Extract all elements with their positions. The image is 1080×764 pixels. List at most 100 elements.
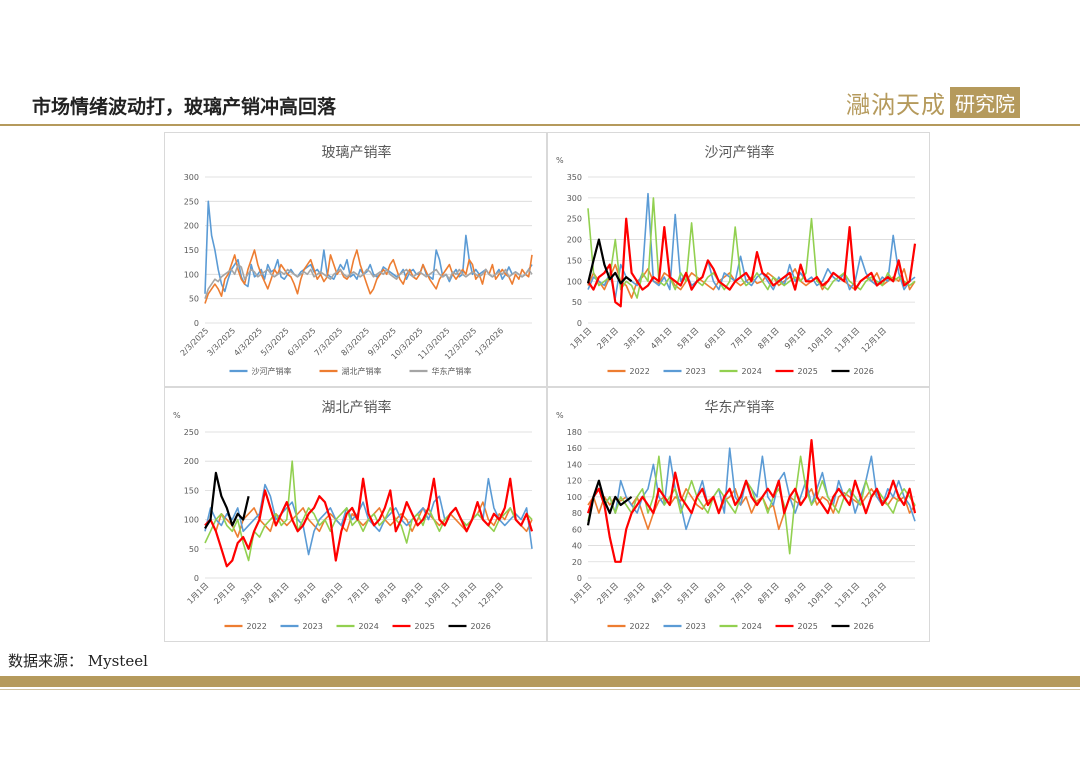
y-tick-label: 180 xyxy=(567,428,582,437)
x-tick-label: 2月1日 xyxy=(595,581,620,606)
legend-label: 2024 xyxy=(742,367,762,376)
legend-label: 2026 xyxy=(471,622,491,631)
series-line-2025 xyxy=(587,217,917,308)
x-tick-label: 7月1日 xyxy=(729,581,754,606)
y-tick-label: 150 xyxy=(567,256,582,265)
y-tick-label: 80 xyxy=(572,509,582,518)
legend-label: 2023 xyxy=(303,622,323,631)
y-tick-label: 350 xyxy=(567,173,582,182)
y-tick-label: 120 xyxy=(567,477,582,486)
legend-label: 华东产销率 xyxy=(432,366,472,376)
y-tick-label: 0 xyxy=(194,574,199,583)
legend-label: 沙河产销率 xyxy=(252,366,292,376)
chart-title: 华东产销率 xyxy=(705,399,775,416)
series-line-2024 xyxy=(587,455,916,555)
x-tick-label: 4月1日 xyxy=(649,326,674,351)
chart-svg: 沙河产销率% 0 50 100 150 200 250 300 350 1月1日 2月1日 3月1日 4… xyxy=(556,144,917,376)
y-tick-label: 150 xyxy=(184,486,199,495)
x-tick-label: 6月1日 xyxy=(320,581,345,606)
x-tick-label: 7月1日 xyxy=(729,326,754,351)
footer-bar xyxy=(0,676,1080,687)
legend-label: 2024 xyxy=(359,622,379,631)
y-tick-label: 50 xyxy=(572,298,582,307)
x-tick-label: 1月1日 xyxy=(569,326,594,351)
x-tick-label: 8月1日 xyxy=(373,581,398,606)
y-tick-label: 200 xyxy=(184,457,199,466)
x-tick-label: 5月1日 xyxy=(676,326,701,351)
chart-panel-huadong: 华东产销率% 0 20 40 60 80 100 120 140 160 180 1月1日 2月1日 3月… xyxy=(547,387,930,642)
y-tick-label: 160 xyxy=(567,444,582,453)
x-tick-label: 2月1日 xyxy=(595,326,620,351)
x-tick-label: 5月1日 xyxy=(293,581,318,606)
legend-label: 2022 xyxy=(247,622,267,631)
logo-text: 瀜汭天成 xyxy=(846,90,946,119)
logo-box: 研究院 xyxy=(950,86,1020,118)
x-tick-label: 10月1日 xyxy=(423,581,451,609)
chart-title: 湖北产销率 xyxy=(322,399,392,416)
y-tick-label: 150 xyxy=(184,246,199,255)
series-line-2024 xyxy=(204,460,533,562)
chart-title: 沙河产销率 xyxy=(705,144,775,161)
y-tick-label: 300 xyxy=(567,194,582,203)
chart-panel-glass: 玻璃产销率 0 50 100 150 200 250 300 2/3/2025 3/3/2025 4… xyxy=(164,132,547,387)
series-line-2026 xyxy=(586,479,633,526)
y-tick-label: 200 xyxy=(567,236,582,245)
chart-svg: 湖北产销率% 0 50 100 150 200 250 1月1日 2月1日 3月1日 4月1日 5月1… xyxy=(173,399,534,631)
chart-svg: 玻璃产销率0501001502002503002/3/20253/3/20254… xyxy=(179,144,533,376)
y-tick-label: 0 xyxy=(577,574,582,583)
x-tick-label: 6月1日 xyxy=(703,581,728,606)
x-tick-label: 8月1日 xyxy=(756,581,781,606)
y-tick-label: 50 xyxy=(189,295,199,304)
legend-label: 2026 xyxy=(854,622,874,631)
legend-label: 2025 xyxy=(798,367,818,376)
page-title: 市场情绪波动打，玻璃产销冲高回落 xyxy=(32,96,337,118)
x-tick-label: 2月1日 xyxy=(212,581,237,606)
x-tick-label: 4月1日 xyxy=(266,581,291,606)
y-tick-label: 200 xyxy=(184,222,199,231)
chart-svg: 华东产销率% 0 20 40 60 80 100 120 140 160 180 1月1日 2月1日 3月… xyxy=(556,399,917,631)
legend-label: 2023 xyxy=(686,367,706,376)
series-line-2026 xyxy=(204,471,250,529)
legend-label: 2022 xyxy=(630,622,650,631)
y-unit-label: % xyxy=(556,411,564,420)
y-tick-label: 20 xyxy=(572,558,582,567)
y-tick-label: 40 xyxy=(572,542,582,551)
legend-label: 2026 xyxy=(854,367,874,376)
x-tick-label: 9月1日 xyxy=(783,326,808,351)
x-tick-label: 3月1日 xyxy=(622,326,647,351)
legend-label: 2025 xyxy=(798,622,818,631)
y-tick-label: 100 xyxy=(567,277,582,286)
x-tick-label: 6月1日 xyxy=(703,326,728,351)
x-tick-label: 12月1日 xyxy=(860,326,888,354)
x-tick-label: 1月1日 xyxy=(569,581,594,606)
legend-label: 2024 xyxy=(742,622,762,631)
footer-line xyxy=(0,689,1080,690)
legend-label: 2022 xyxy=(630,367,650,376)
chart-title: 玻璃产销率 xyxy=(322,144,392,161)
y-unit-label: % xyxy=(556,156,564,165)
y-tick-label: 140 xyxy=(567,460,582,469)
y-tick-label: 50 xyxy=(189,545,199,554)
x-tick-label: 12月1日 xyxy=(477,581,505,609)
legend-label: 湖北产销率 xyxy=(342,366,382,376)
y-unit-label: % xyxy=(173,411,181,420)
x-tick-label: 9月1日 xyxy=(783,581,808,606)
series-line-2025 xyxy=(204,477,534,568)
legend-label: 2025 xyxy=(415,622,435,631)
x-tick-label: 1月1日 xyxy=(186,581,211,606)
x-tick-label: 11月1日 xyxy=(450,581,478,609)
series-line-沙河产销率 xyxy=(204,200,533,294)
x-tick-label: 3月1日 xyxy=(239,581,264,606)
y-tick-label: 300 xyxy=(184,173,199,182)
brand-logo: 瀜汭天成 研究院 xyxy=(846,86,1056,119)
y-tick-label: 100 xyxy=(567,493,582,502)
series-line-2026 xyxy=(586,238,633,285)
y-tick-label: 60 xyxy=(572,525,582,534)
y-tick-label: 100 xyxy=(184,270,199,279)
chart-panel-shahe: 沙河产销率% 0 50 100 150 200 250 300 350 1月1日 2月1日 3月1日 4… xyxy=(547,132,930,387)
y-tick-label: 100 xyxy=(184,516,199,525)
series-line-2025 xyxy=(586,438,917,563)
header-rule xyxy=(0,124,1080,126)
x-tick-label: 7月1日 xyxy=(346,581,371,606)
data-source: 数据来源： Mysteel xyxy=(8,652,148,670)
